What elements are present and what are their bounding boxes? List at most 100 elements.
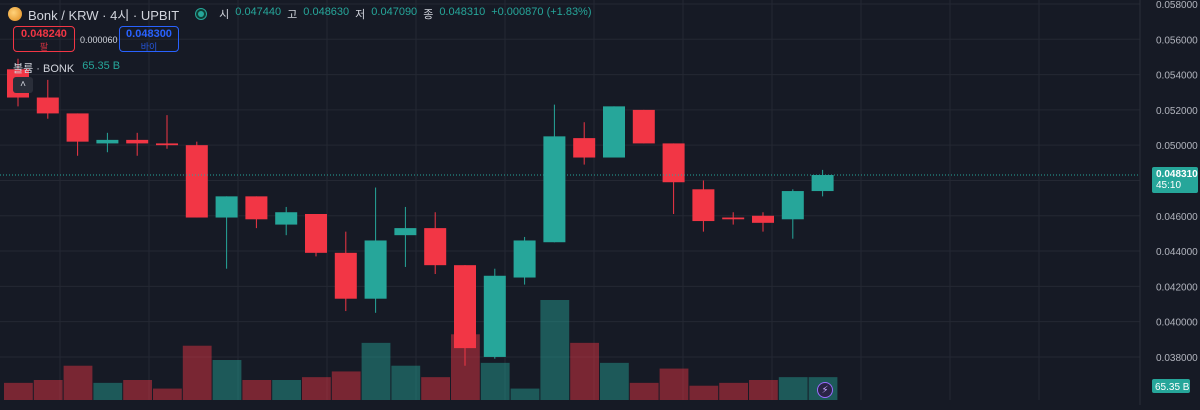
price-tick-label: 0.042000 xyxy=(1156,282,1198,293)
candle-body xyxy=(156,143,178,146)
open-label: 시 xyxy=(219,9,230,21)
volume-bar xyxy=(302,377,331,400)
buy-label: 바이 xyxy=(140,42,158,52)
candle-body xyxy=(692,189,715,222)
chevron-up-icon: ˄ xyxy=(20,79,26,90)
candle-body xyxy=(275,212,298,225)
candle-body xyxy=(36,97,59,114)
market-status-icon[interactable] xyxy=(195,8,208,20)
volume-bar xyxy=(629,382,659,400)
candle-body xyxy=(513,240,536,278)
volume-bar xyxy=(212,360,242,400)
candle-body xyxy=(424,228,447,266)
price-tick-label: 0.044000 xyxy=(1156,247,1198,258)
candle-body xyxy=(215,196,238,218)
candle-body xyxy=(126,139,149,144)
volume-axis-label: 65.35 B xyxy=(1155,382,1190,393)
volume-bar xyxy=(421,377,450,400)
collapse-legend-button[interactable]: ˄ xyxy=(13,77,33,93)
candle-body xyxy=(632,109,655,144)
volume-bar xyxy=(153,388,182,400)
volume-bar xyxy=(331,371,361,400)
volume-bar xyxy=(600,362,629,400)
candle-body xyxy=(722,217,745,220)
volume-bar xyxy=(480,362,510,400)
ohlc-values: 시 0.047440 고 0.048630 저 0.047090 종 0.048310 … xyxy=(219,6,591,22)
price-tick-label: 0.038000 xyxy=(1156,353,1198,364)
volume-bar xyxy=(540,300,570,400)
candle-body xyxy=(66,113,89,142)
spread-value: 0.000060 xyxy=(80,35,118,45)
volume-bar xyxy=(510,388,540,400)
candle-body xyxy=(781,191,804,220)
price-tick-label: 0.046000 xyxy=(1156,212,1198,223)
volume-bar xyxy=(570,342,599,400)
volume-bar xyxy=(778,377,808,400)
price-tick-label: 0.056000 xyxy=(1156,35,1198,46)
last-price-tag xyxy=(1152,167,1198,193)
close-label: 종 xyxy=(423,9,434,21)
candle-body xyxy=(573,138,596,158)
high-value: 0.048630 xyxy=(303,6,350,18)
volume-bar xyxy=(659,368,689,400)
candle-body xyxy=(454,265,476,349)
candle-body xyxy=(662,143,685,183)
bonk-logo-icon xyxy=(8,7,22,21)
volume-legend-value: 65.35 B xyxy=(82,60,121,72)
volume-bar xyxy=(361,342,391,400)
volume-bar xyxy=(391,365,421,400)
sell-label: 팔 xyxy=(39,42,49,52)
price-tick-label: 0.050000 xyxy=(1156,141,1198,152)
volume-bar xyxy=(749,380,778,400)
price-tick-label: 0.054000 xyxy=(1156,71,1198,82)
candle-body xyxy=(483,275,506,357)
volume-bar xyxy=(63,365,93,400)
sell-button[interactable]: 0.048240 팔 xyxy=(13,26,75,52)
volume-bar xyxy=(719,382,748,400)
candle-body xyxy=(305,214,327,253)
chart-header: Bonk / KRW · 4시 · UPBIT 시 0.047440 고 0.048… xyxy=(8,4,592,24)
lightning-icon[interactable]: ⚡ xyxy=(817,382,833,398)
candle-body xyxy=(185,145,208,218)
volume-legend-label: 볼륨 · BONK xyxy=(13,63,75,75)
candle-body xyxy=(543,136,566,243)
candle-body xyxy=(364,240,387,299)
volume-bar xyxy=(93,382,123,400)
low-value: 0.047090 xyxy=(371,6,418,18)
volume-bar xyxy=(689,385,719,400)
volume-bar xyxy=(33,380,63,400)
candles xyxy=(7,58,834,366)
price-axis-tags: 0.048310 45:10 65.35 B xyxy=(1152,167,1198,393)
volume-bar xyxy=(272,380,301,400)
change-value: +0.000870 (+1.83%) xyxy=(491,6,592,18)
candle-body xyxy=(96,139,119,144)
candle-body xyxy=(245,196,268,220)
candle-body xyxy=(334,252,357,299)
volume-bar xyxy=(123,380,152,400)
high-label: 고 xyxy=(287,9,298,21)
low-label: 저 xyxy=(355,9,366,21)
grid xyxy=(0,0,1141,405)
countdown-label: 45:10 xyxy=(1156,180,1181,191)
symbol-title[interactable]: Bonk / KRW · 4시 · UPBIT xyxy=(28,7,180,23)
volume-legend[interactable]: 볼륨 · BONK 65.35 B xyxy=(13,60,120,76)
price-tick-label: 0.058000 xyxy=(1156,0,1198,11)
volume-tag xyxy=(1152,379,1190,393)
buy-button[interactable]: 0.048300 바이 xyxy=(119,26,179,52)
last-price-label: 0.048310 xyxy=(1156,169,1198,180)
price-tick-label: 0.040000 xyxy=(1156,318,1198,329)
sell-price: 0.048240 xyxy=(21,28,67,40)
price-tick-label: 0.052000 xyxy=(1156,106,1198,117)
candle-body xyxy=(752,215,774,223)
candle-body xyxy=(603,106,625,158)
volume-bars xyxy=(4,300,838,400)
close-value: 0.048310 xyxy=(439,6,486,18)
volume-bar xyxy=(4,382,33,400)
candle-body xyxy=(811,175,834,192)
candle-body xyxy=(394,228,417,236)
buy-price: 0.048300 xyxy=(126,28,172,40)
volume-bar xyxy=(242,380,272,400)
open-value: 0.047440 xyxy=(235,6,282,18)
